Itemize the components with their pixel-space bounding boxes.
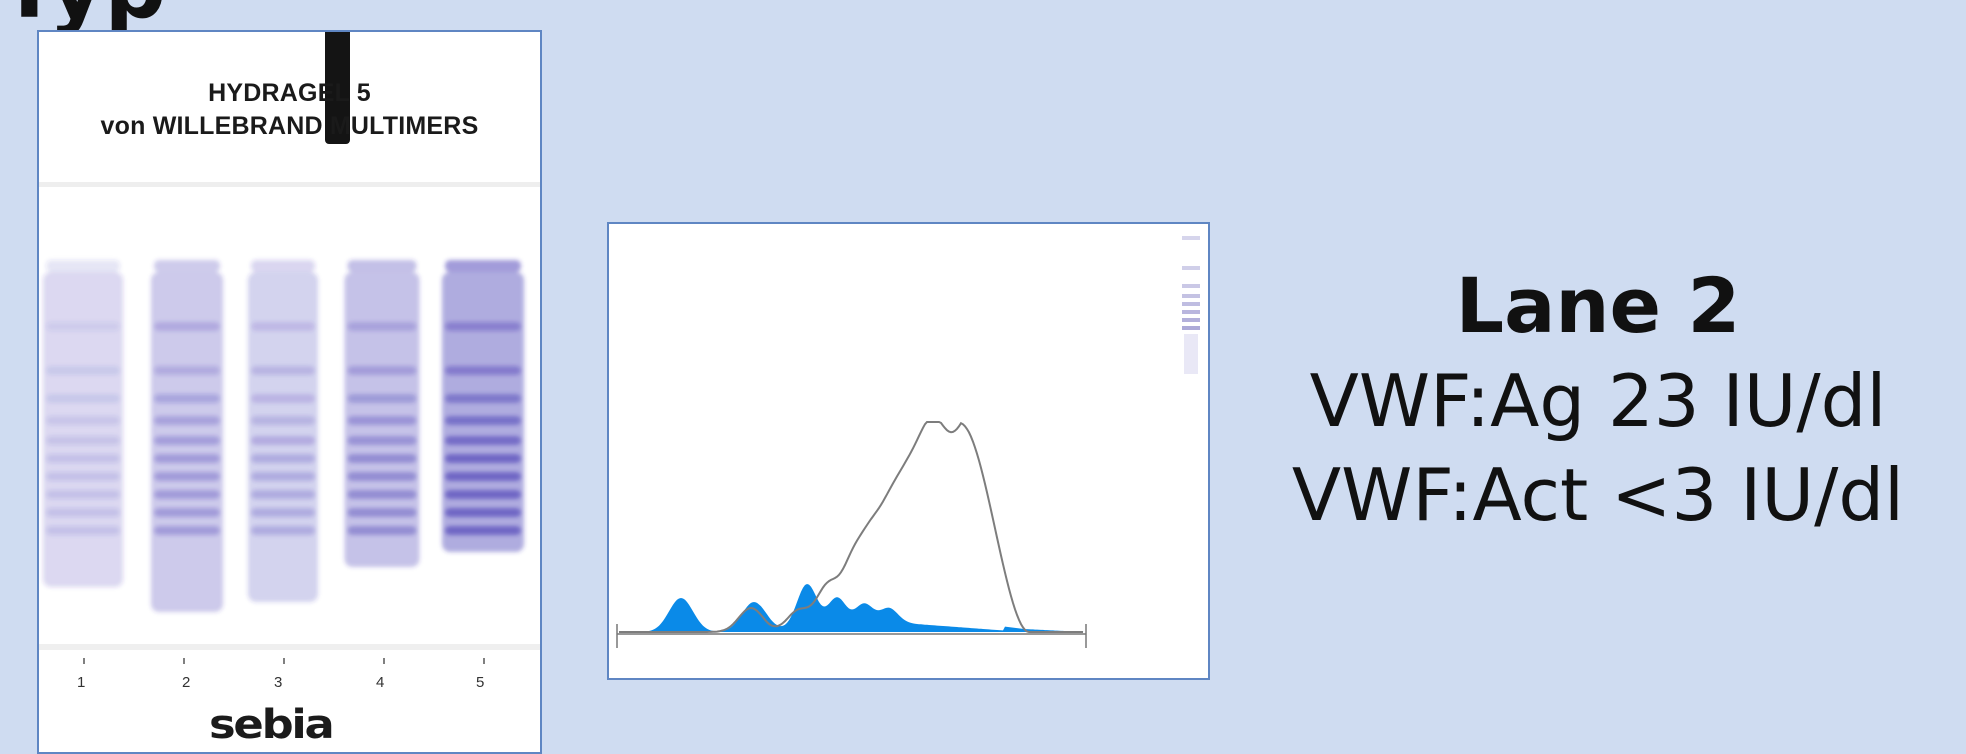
lane-strip-band (1182, 294, 1200, 298)
gel-header-subtitle: von WILLEBRAND MULTIMERS (100, 112, 479, 140)
lane-strip-band (1182, 326, 1200, 330)
sebia-logo: sebia (209, 702, 335, 748)
lane-strip-band (1182, 302, 1200, 306)
lane-strip-smear (1184, 334, 1198, 374)
gel-lane-3 (248, 260, 318, 602)
gel-lane-1 (43, 260, 123, 587)
gel-bed-edge (39, 182, 540, 187)
lane-strip-band (1182, 284, 1200, 288)
gel-header-title: HYDRAGEL 5 (208, 79, 371, 107)
vwf-act-result: VWF:Act <3 IU/dl (1291, 453, 1905, 537)
lane-strip-band (1182, 318, 1200, 322)
lane-strip-band (1182, 266, 1200, 270)
densitometry-outline-trace (619, 421, 1083, 633)
lane-number-2: 2 (182, 674, 191, 691)
densitometry-filled-trace (619, 584, 1084, 632)
electrophoresis-gel-image: HYDRAGEL 5 von WILLEBRAND MULTIMERS 1 2 … (37, 30, 542, 754)
lane-result-block: Lane 2 VWF:Ag 23 IU/dl VWF:Act <3 IU/dl (1248, 258, 1948, 542)
gel-bands-graphic (39, 182, 540, 664)
lane-title: Lane 2 (1455, 261, 1741, 350)
lane-number-4: 4 (376, 674, 385, 691)
gel-lane-2 (151, 260, 223, 612)
gel-bed-edge-bottom (39, 644, 540, 650)
densitometry-scan-panel (607, 222, 1210, 680)
vwf-ag-result: VWF:Ag 23 IU/dl (1309, 359, 1887, 443)
gel-lane-5 (442, 260, 524, 552)
lane-strip-band (1182, 236, 1200, 240)
lane-strip-band (1182, 310, 1200, 314)
lane-number-3: 3 (274, 674, 283, 691)
densitometry-graphic (616, 236, 1200, 648)
gel-lane-4 (344, 260, 420, 567)
sample-comb-marker (325, 32, 350, 144)
lane-number-5: 5 (476, 674, 485, 691)
lane-number-1: 1 (77, 674, 86, 691)
